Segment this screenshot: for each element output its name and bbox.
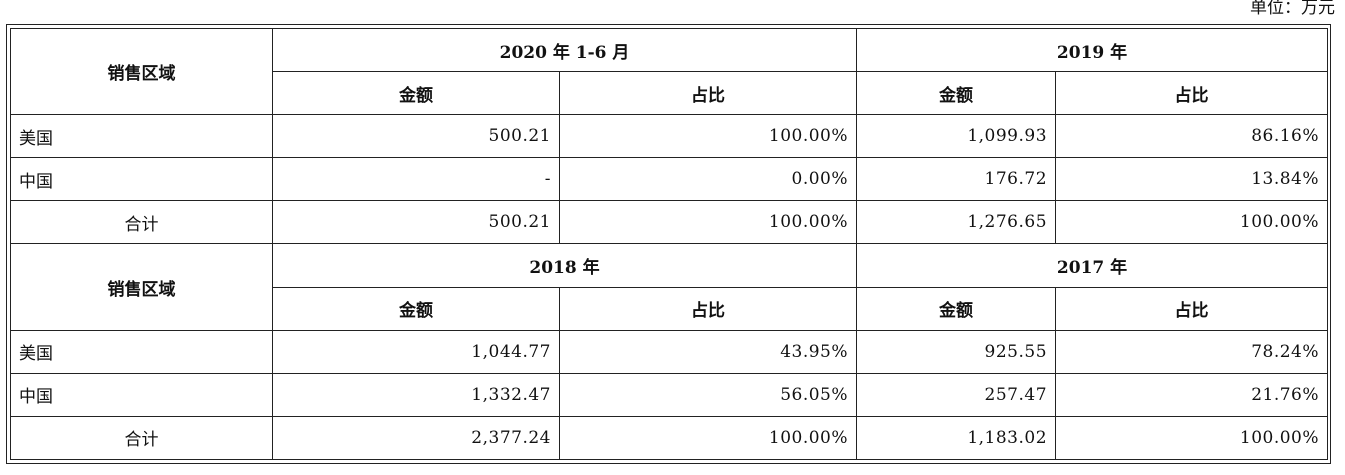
period-header-row: 销售区域 2018 年 2017 年 (10, 243, 1329, 331)
table-row: 美国 1,044.77 43.95% 925.55 78.24% (10, 329, 1329, 374)
amount-cell: 925.55 (856, 329, 1057, 374)
period-header: 2017 年 (856, 243, 1329, 288)
share-cell: 78.24% (1055, 329, 1329, 374)
table-row: 中国 - 0.00% 176.72 13.84% (10, 157, 1329, 202)
share-cell: 56.05% (558, 372, 858, 417)
region-cell: 中国 (10, 372, 273, 417)
amount-cell: 1,183.02 (856, 415, 1057, 461)
amount-cell: 1,044.77 (272, 329, 560, 374)
period-header: 2018 年 (271, 243, 858, 288)
share-cell: 100.00% (1055, 200, 1329, 245)
total-label-cell: 合计 (10, 415, 273, 461)
amount-cell: 1,276.65 (856, 200, 1057, 245)
amount-header: 金额 (272, 71, 560, 116)
share-cell: 100.00% (1055, 415, 1329, 461)
amount-cell: 257.47 (856, 372, 1057, 417)
share-header: 占比 (558, 286, 858, 331)
share-header: 占比 (1055, 71, 1329, 116)
period-header: 2019 年 (856, 27, 1329, 73)
amount-header: 金额 (272, 286, 560, 331)
share-cell: 100.00% (558, 415, 858, 461)
region-cell: 中国 (10, 157, 273, 202)
amount-cell: 500.21 (272, 200, 560, 245)
amount-cell: 176.72 (856, 157, 1057, 202)
sub-header-row: 金额 占比 金额 占比 (11, 286, 1329, 331)
amount-cell: - (272, 157, 560, 202)
amount-header: 金额 (856, 286, 1057, 331)
amount-header: 金额 (856, 71, 1057, 116)
region-cell: 美国 (10, 329, 273, 374)
table-row: 中国 1,332.47 56.05% 257.47 21.76% (10, 372, 1329, 417)
table-row: 美国 500.21 100.00% 1,099.93 86.16% (10, 114, 1329, 159)
total-row: 合计 500.21 100.00% 1,276.65 100.00% (10, 200, 1329, 245)
total-row: 合计 2,377.24 100.00% 1,183.02 100.00% (10, 415, 1329, 461)
share-header: 占比 (558, 71, 858, 116)
share-cell: 13.84% (1055, 157, 1329, 202)
share-header: 占比 (1055, 286, 1329, 331)
share-cell: 86.16% (1055, 114, 1329, 159)
period-header: 2020 年 1-6 月 (271, 27, 858, 73)
sub-header-row: 金额 占比 金额 占比 (11, 71, 1329, 116)
share-cell: 21.76% (1055, 372, 1329, 417)
amount-cell: 1,332.47 (272, 372, 560, 417)
region-column-header: 销售区域 (10, 243, 273, 331)
total-label-cell: 合计 (10, 200, 273, 245)
sales-region-table: 销售区域 2020 年 1-6 月 2019 年 金额 占比 金额 占比 美国 … (10, 27, 1329, 461)
share-cell: 100.00% (558, 200, 858, 245)
period-header-row: 销售区域 2020 年 1-6 月 2019 年 (10, 27, 1329, 116)
unit-note: 单位：万元 (1250, 0, 1335, 18)
amount-cell: 500.21 (272, 114, 560, 159)
share-cell: 100.00% (558, 114, 858, 159)
amount-cell: 2,377.24 (272, 415, 560, 461)
region-cell: 美国 (10, 114, 273, 159)
region-column-header: 销售区域 (10, 27, 273, 116)
share-cell: 0.00% (558, 157, 858, 202)
share-cell: 43.95% (558, 329, 858, 374)
table-frame: 销售区域 2020 年 1-6 月 2019 年 金额 占比 金额 占比 美国 … (6, 24, 1331, 464)
amount-cell: 1,099.93 (856, 114, 1057, 159)
